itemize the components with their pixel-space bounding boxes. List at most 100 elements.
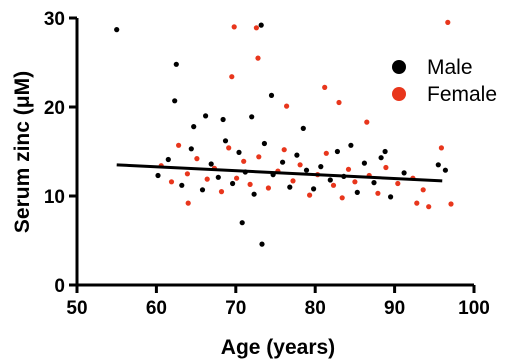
data-point [199,187,206,193]
data-point [354,189,360,195]
data-point [194,156,200,162]
data-point [259,241,265,247]
series-male [114,22,448,247]
y-tick-label: 30 [44,9,65,30]
data-point [226,145,232,151]
data-point [280,159,286,165]
data-point [383,164,389,171]
data-point [172,98,178,104]
data-point [348,142,354,148]
data-point [426,204,432,210]
data-point [173,61,179,67]
trend-line [116,163,443,183]
data-point [241,158,247,164]
data-point [401,170,407,176]
data-point [438,145,444,151]
data-point [256,154,262,160]
data-point [364,119,370,125]
data-point [287,184,293,190]
data-point [191,124,197,130]
data-point [218,189,225,195]
data-point [352,179,358,185]
y-axis-title: Serum zinc (μM) [11,71,34,233]
data-point [303,167,310,173]
data-point [208,161,214,167]
data-point [229,74,235,80]
data-point [378,155,384,161]
data-point [179,182,185,188]
legend-marker-female [392,87,406,101]
data-point [442,167,448,173]
legend-marker-male [392,60,406,74]
data-point [445,19,451,25]
data-point [239,220,245,226]
data-point [361,160,367,166]
data-point [294,152,300,158]
data-point [230,180,236,187]
data-point [247,181,253,187]
data-point [318,164,324,170]
data-point [261,140,267,147]
x-tick-label: 50 [66,298,87,319]
y-tick-label: 0 [54,276,65,297]
series-female [158,19,454,210]
data-point [334,148,340,155]
data-point [165,156,171,163]
data-point [414,200,420,206]
data-point [184,171,190,177]
data-point [375,190,381,196]
data-point [339,195,345,201]
legend-label-male: Male [427,56,473,79]
data-point [215,174,221,180]
data-point [185,200,191,206]
data-point [448,201,454,207]
data-point [231,24,237,30]
data-point [307,192,313,198]
data-point [234,175,240,181]
data-point [395,180,401,187]
data-point [345,166,352,172]
data-point [336,99,342,106]
data-point [311,186,317,192]
legend: Male Female [392,56,497,106]
data-point [327,177,333,183]
data-point [268,92,275,98]
data-point [265,185,271,191]
data-point [203,113,209,119]
data-point [323,150,329,156]
data-point [330,182,337,188]
x-tick-label: 100 [458,298,490,319]
legend-label-female: Female [427,83,497,106]
x-tick-label: 70 [225,298,246,319]
data-point [253,25,259,31]
data-point [388,194,394,200]
data-points [114,19,454,247]
data-point [297,162,303,168]
y-tick-label: 20 [44,98,65,119]
x-tick-label: 60 [146,298,167,319]
data-point [420,187,426,193]
data-point [220,116,226,123]
data-point [155,172,161,179]
data-point [236,149,242,155]
data-point [284,103,290,109]
data-point [222,138,229,144]
x-axis-title: Age (years) [221,336,335,359]
data-point [204,176,210,182]
data-point [371,180,377,186]
data-point [300,125,306,131]
data-point [281,147,287,153]
data-point [168,179,175,185]
data-point [382,148,388,155]
data-point [114,27,120,33]
data-point [290,178,296,184]
x-tick-label: 90 [384,298,405,319]
data-point [176,142,182,148]
data-point [251,191,257,197]
data-point [188,146,194,152]
data-point [249,114,255,120]
axes: 50 60 70 80 90 100 0 10 20 30 [44,9,490,319]
x-tick-label: 80 [305,298,326,319]
data-point [255,55,261,61]
